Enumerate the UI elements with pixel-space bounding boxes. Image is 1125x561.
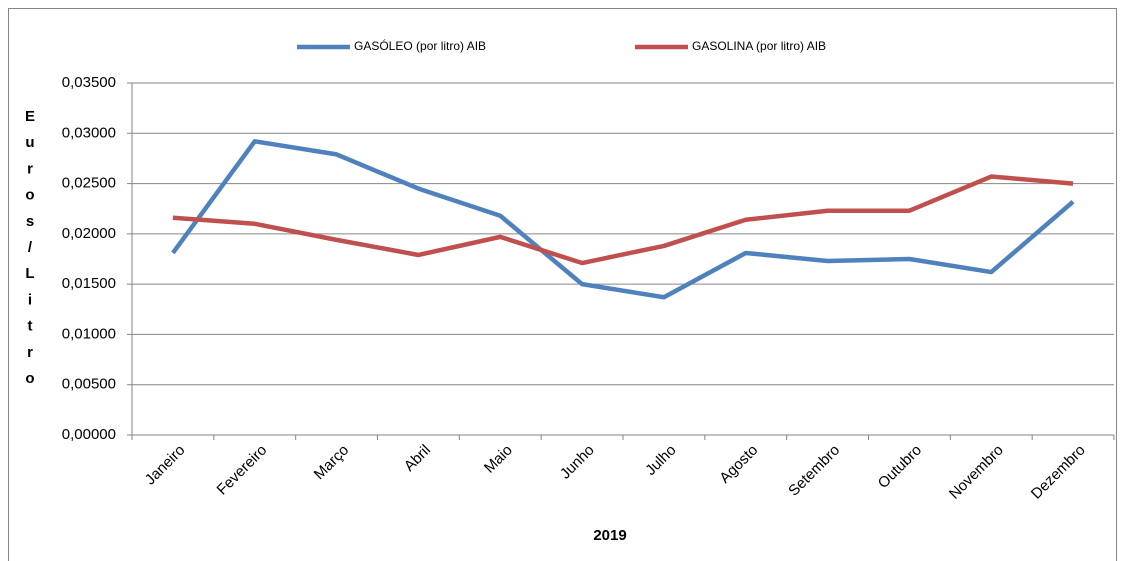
chart-frame [8, 8, 1117, 561]
y-tick-label: 0,01000 [62, 325, 116, 342]
y-tick-label: 0,02000 [62, 225, 116, 242]
y-tick-label: 0,00000 [62, 426, 116, 443]
y-tick-label: 0,00500 [62, 376, 116, 393]
y-tick-label: 0,01500 [62, 275, 116, 292]
legend-label: GASÓLEO (por litro) AIB [354, 38, 486, 53]
legend-label: GASOLINA (por litro) AIB [692, 39, 826, 53]
y-tick-label: 0,02500 [62, 175, 116, 192]
x-tick-label: Novembro [946, 442, 1007, 503]
y-tick-label: 0,03000 [62, 124, 116, 141]
x-tick-label: Março [311, 442, 352, 483]
y-tick-label: 0,03500 [62, 74, 116, 91]
x-tick-label: Agosto [716, 442, 761, 487]
series-line [172, 174, 1074, 266]
series-line [171, 139, 1075, 300]
x-tick-label: Janeiro [142, 442, 189, 489]
x-tick-label: Outubro [875, 442, 925, 492]
x-tick-label: Julho [642, 442, 679, 479]
x-tick-label: Junho [557, 442, 598, 483]
x-tick-label: Maio [481, 442, 516, 477]
x-tick-label: Dezembro [1028, 442, 1089, 503]
x-tick-label: Setembro [785, 442, 843, 500]
x-tick-label: Abril [401, 442, 434, 475]
x-tick-label: Fevereiro [214, 442, 271, 499]
x-axis-label: 2019 [593, 527, 626, 544]
